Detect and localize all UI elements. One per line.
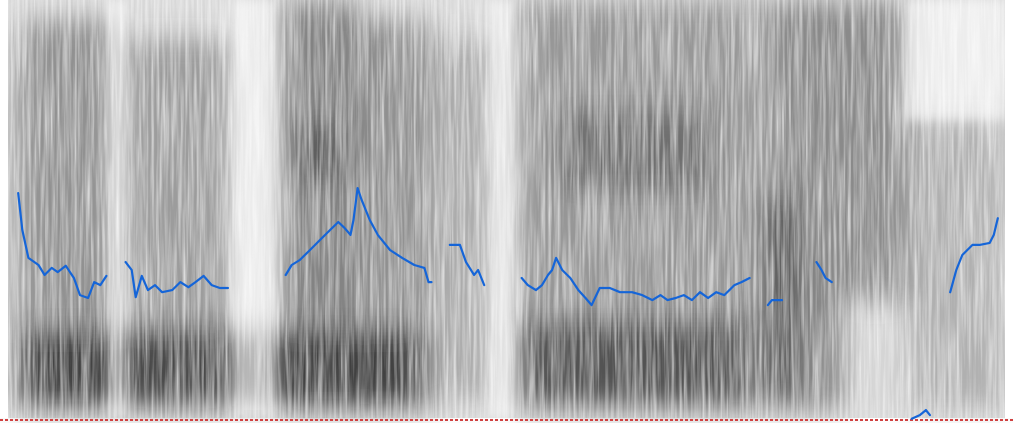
pitch-line: [17, 187, 999, 420]
